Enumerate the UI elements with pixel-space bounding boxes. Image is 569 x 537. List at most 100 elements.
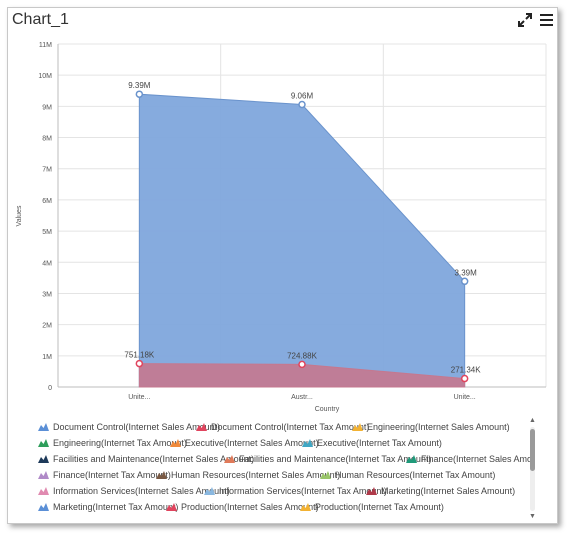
area-series-icon — [38, 503, 49, 511]
legend-item[interactable]: Production(Internet Tax Amount) — [300, 502, 444, 512]
area-series-icon — [302, 439, 313, 447]
data-point — [460, 374, 469, 383]
area-chart: 0 1M 2M 3M 4M 5M 6M 7M 8M 9M 10M 11M 9.39M 9.06M 3.39… — [16, 42, 547, 413]
legend-item[interactable]: Production(Internet Sales Amount) — [166, 502, 319, 512]
area-series-icon — [38, 471, 49, 479]
y-tick-label: 1M — [42, 354, 52, 361]
data-label: 3.39M — [455, 268, 478, 277]
legend-label: Information Services(Internet Tax Amount… — [219, 486, 387, 496]
y-tick-label: 6M — [42, 198, 52, 205]
legend-label: Facilities and Maintenance(Internet Sale… — [53, 454, 255, 464]
legend-label: Document Control(Internet Sales Amount) — [53, 422, 221, 432]
legend-label: Human Resources(Internet Tax Amount) — [335, 470, 496, 480]
area-series-icon — [320, 471, 331, 479]
legend-scrollbar[interactable]: ▲ ▼ — [528, 417, 537, 521]
y-tick-label: 10M — [38, 73, 52, 80]
area-series-icon — [196, 423, 207, 431]
x-tick-label: Austr... — [291, 394, 313, 401]
menu-icon[interactable] — [539, 12, 555, 28]
y-tick-label: 0 — [48, 385, 52, 392]
legend-item[interactable]: Engineering(Internet Sales Amount) — [352, 422, 510, 432]
legend-label: Marketing(Internet Tax Amount) — [53, 502, 179, 512]
area-series-icon — [166, 503, 177, 511]
legend-item[interactable]: Finance(Internet Sales Amount) — [406, 454, 530, 464]
area-series-icon — [204, 487, 215, 495]
legend-item[interactable]: Information Services(Internet Sales Amou… — [38, 486, 230, 496]
legend: Document Control(Internet Sales Amount) D… — [38, 417, 530, 521]
data-point — [298, 360, 306, 369]
legend-item[interactable]: Marketing(Internet Tax Amount) — [38, 502, 178, 512]
area-series-icon — [224, 455, 235, 463]
legend-item[interactable]: Facilities and Maintenance(Internet Tax … — [224, 454, 431, 464]
area-series-icon — [170, 439, 181, 447]
legend-label: Engineering(Internet Sales Amount) — [367, 422, 510, 432]
data-point — [298, 100, 306, 109]
area-series-icon — [38, 455, 49, 463]
legend-item[interactable]: Engineering(Internet Tax Amount) — [38, 438, 187, 448]
x-tick-label: Unite... — [128, 394, 150, 401]
legend-label: Human Resources(Internet Sales Amount) — [171, 470, 341, 480]
area-series-icon — [406, 455, 417, 463]
y-axis-label: Values — [16, 205, 23, 226]
series-areas — [138, 93, 466, 388]
legend-label: Production(Internet Sales Amount) — [181, 502, 319, 512]
data-label: 9.06M — [291, 91, 314, 100]
scroll-down-icon[interactable]: ▼ — [529, 513, 536, 520]
area-series-icon — [38, 423, 49, 431]
legend-item[interactable]: Marketing(Internet Sales Amount) — [366, 486, 515, 496]
legend-label: Document Control(Internet Tax Amount) — [211, 422, 370, 432]
area-series-icon — [156, 471, 167, 479]
scroll-thumb[interactable] — [530, 429, 535, 471]
data-label: 271.34K — [451, 366, 481, 375]
series-area-0 — [138, 93, 466, 388]
data-label: 9.39M — [128, 81, 151, 90]
legend-label: Finance(Internet Tax Amount) — [53, 470, 171, 480]
legend-label: Executive(Internet Tax Amount) — [317, 438, 442, 448]
y-tick-label: 7M — [42, 167, 52, 174]
scroll-up-icon[interactable]: ▲ — [529, 417, 536, 424]
data-point — [460, 277, 469, 286]
data-label: 724.88K — [287, 351, 317, 360]
legend-item[interactable]: Executive(Internet Tax Amount) — [302, 438, 442, 448]
y-tick-label: 9M — [42, 104, 52, 111]
legend-label: Marketing(Internet Sales Amount) — [381, 486, 516, 496]
legend-label: Finance(Internet Sales Amount) — [421, 454, 530, 464]
area-series-icon — [300, 503, 311, 511]
chart-title: Chart_1 — [12, 11, 69, 28]
legend-label: Engineering(Internet Tax Amount) — [53, 438, 187, 448]
chart-widget: Chart_1 0 1M 2M 3M 4M 5M 6M 7M 8M 9M 10M 11M 9.39M 9… — [7, 7, 558, 524]
y-tick-label: 11M — [39, 42, 52, 49]
legend-label: Facilities and Maintenance(Internet Tax … — [239, 454, 432, 464]
x-axis-label: Country — [315, 406, 340, 413]
x-tick-label: Unite... — [454, 394, 476, 401]
legend-item[interactable]: Human Resources(Internet Sales Amount) — [156, 470, 340, 480]
legend-item[interactable]: Human Resources(Internet Tax Amount) — [320, 470, 495, 480]
x-axis-ticks: Unite... Austr... Unite... — [128, 394, 476, 401]
expand-icon[interactable] — [517, 12, 533, 28]
legend-item[interactable]: Information Services(Internet Tax Amount… — [204, 486, 387, 496]
area-series-icon — [366, 487, 377, 495]
area-series-icon — [352, 423, 363, 431]
area-series-icon — [38, 439, 49, 447]
y-tick-label: 8M — [42, 136, 52, 143]
y-axis-ticks: 0 1M 2M 3M 4M 5M 6M 7M 8M 9M 10M 11M — [38, 42, 52, 392]
y-tick-label: 5M — [42, 229, 52, 236]
legend-label: Production(Internet Tax Amount) — [315, 502, 444, 512]
legend-item[interactable]: Document Control(Internet Sales Amount) — [38, 422, 220, 432]
legend-label: Information Services(Internet Sales Amou… — [53, 486, 230, 496]
series-area-1 — [138, 363, 466, 388]
data-label: 751.18K — [124, 351, 154, 360]
data-point — [135, 90, 144, 98]
legend-item[interactable]: Finance(Internet Tax Amount) — [38, 470, 171, 480]
y-tick-label: 3M — [42, 291, 52, 298]
y-tick-label: 4M — [42, 260, 52, 267]
series-markers — [135, 90, 469, 383]
legend-item[interactable]: Facilities and Maintenance(Internet Sale… — [38, 454, 254, 464]
area-series-icon — [38, 487, 49, 495]
y-tick-label: 2M — [42, 323, 52, 330]
legend-item[interactable]: Document Control(Internet Tax Amount) — [196, 422, 369, 432]
data-point — [135, 359, 144, 368]
data-labels: 9.39M 9.06M 3.39M 751.18K 724.88K 271.34K — [124, 81, 481, 374]
legend-label: Executive(Internet Sales Amount) — [185, 438, 319, 448]
legend-item[interactable]: Executive(Internet Sales Amount) — [170, 438, 319, 448]
